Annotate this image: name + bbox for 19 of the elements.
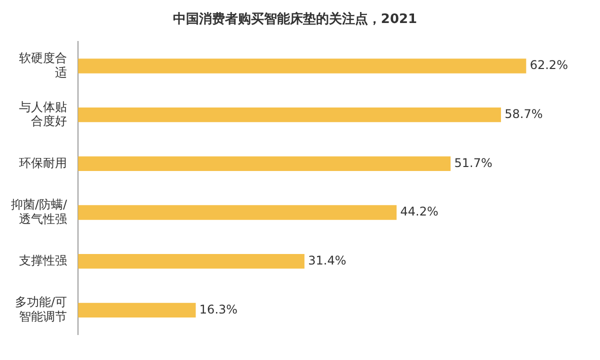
data-label: 58.7%	[504, 106, 543, 121]
y-tick-label: 支撑性强	[19, 253, 68, 268]
data-label: 31.4%	[308, 253, 346, 268]
y-tick-label: 多功能/可智能调节	[15, 295, 68, 324]
bar	[78, 254, 304, 269]
y-tick-label: 软硬度合适	[19, 50, 68, 80]
data-label: 62.2%	[530, 58, 568, 72]
bar	[78, 205, 397, 220]
y-tick-label: 与人体贴合度好	[19, 100, 68, 128]
data-label: 44.2%	[400, 204, 438, 219]
data-label: 16.3%	[199, 302, 238, 316]
bar	[78, 58, 526, 74]
bar	[78, 156, 451, 172]
chart-title: 中国消费者购买智能床垫的关注点，2021	[172, 11, 418, 28]
y-tick-label: 环保耐用	[19, 156, 68, 170]
data-label: 51.7%	[454, 156, 492, 170]
bar	[78, 302, 196, 318]
bar	[78, 108, 501, 122]
y-tick-label: 抑菌/防螨/透气性强	[10, 197, 68, 226]
